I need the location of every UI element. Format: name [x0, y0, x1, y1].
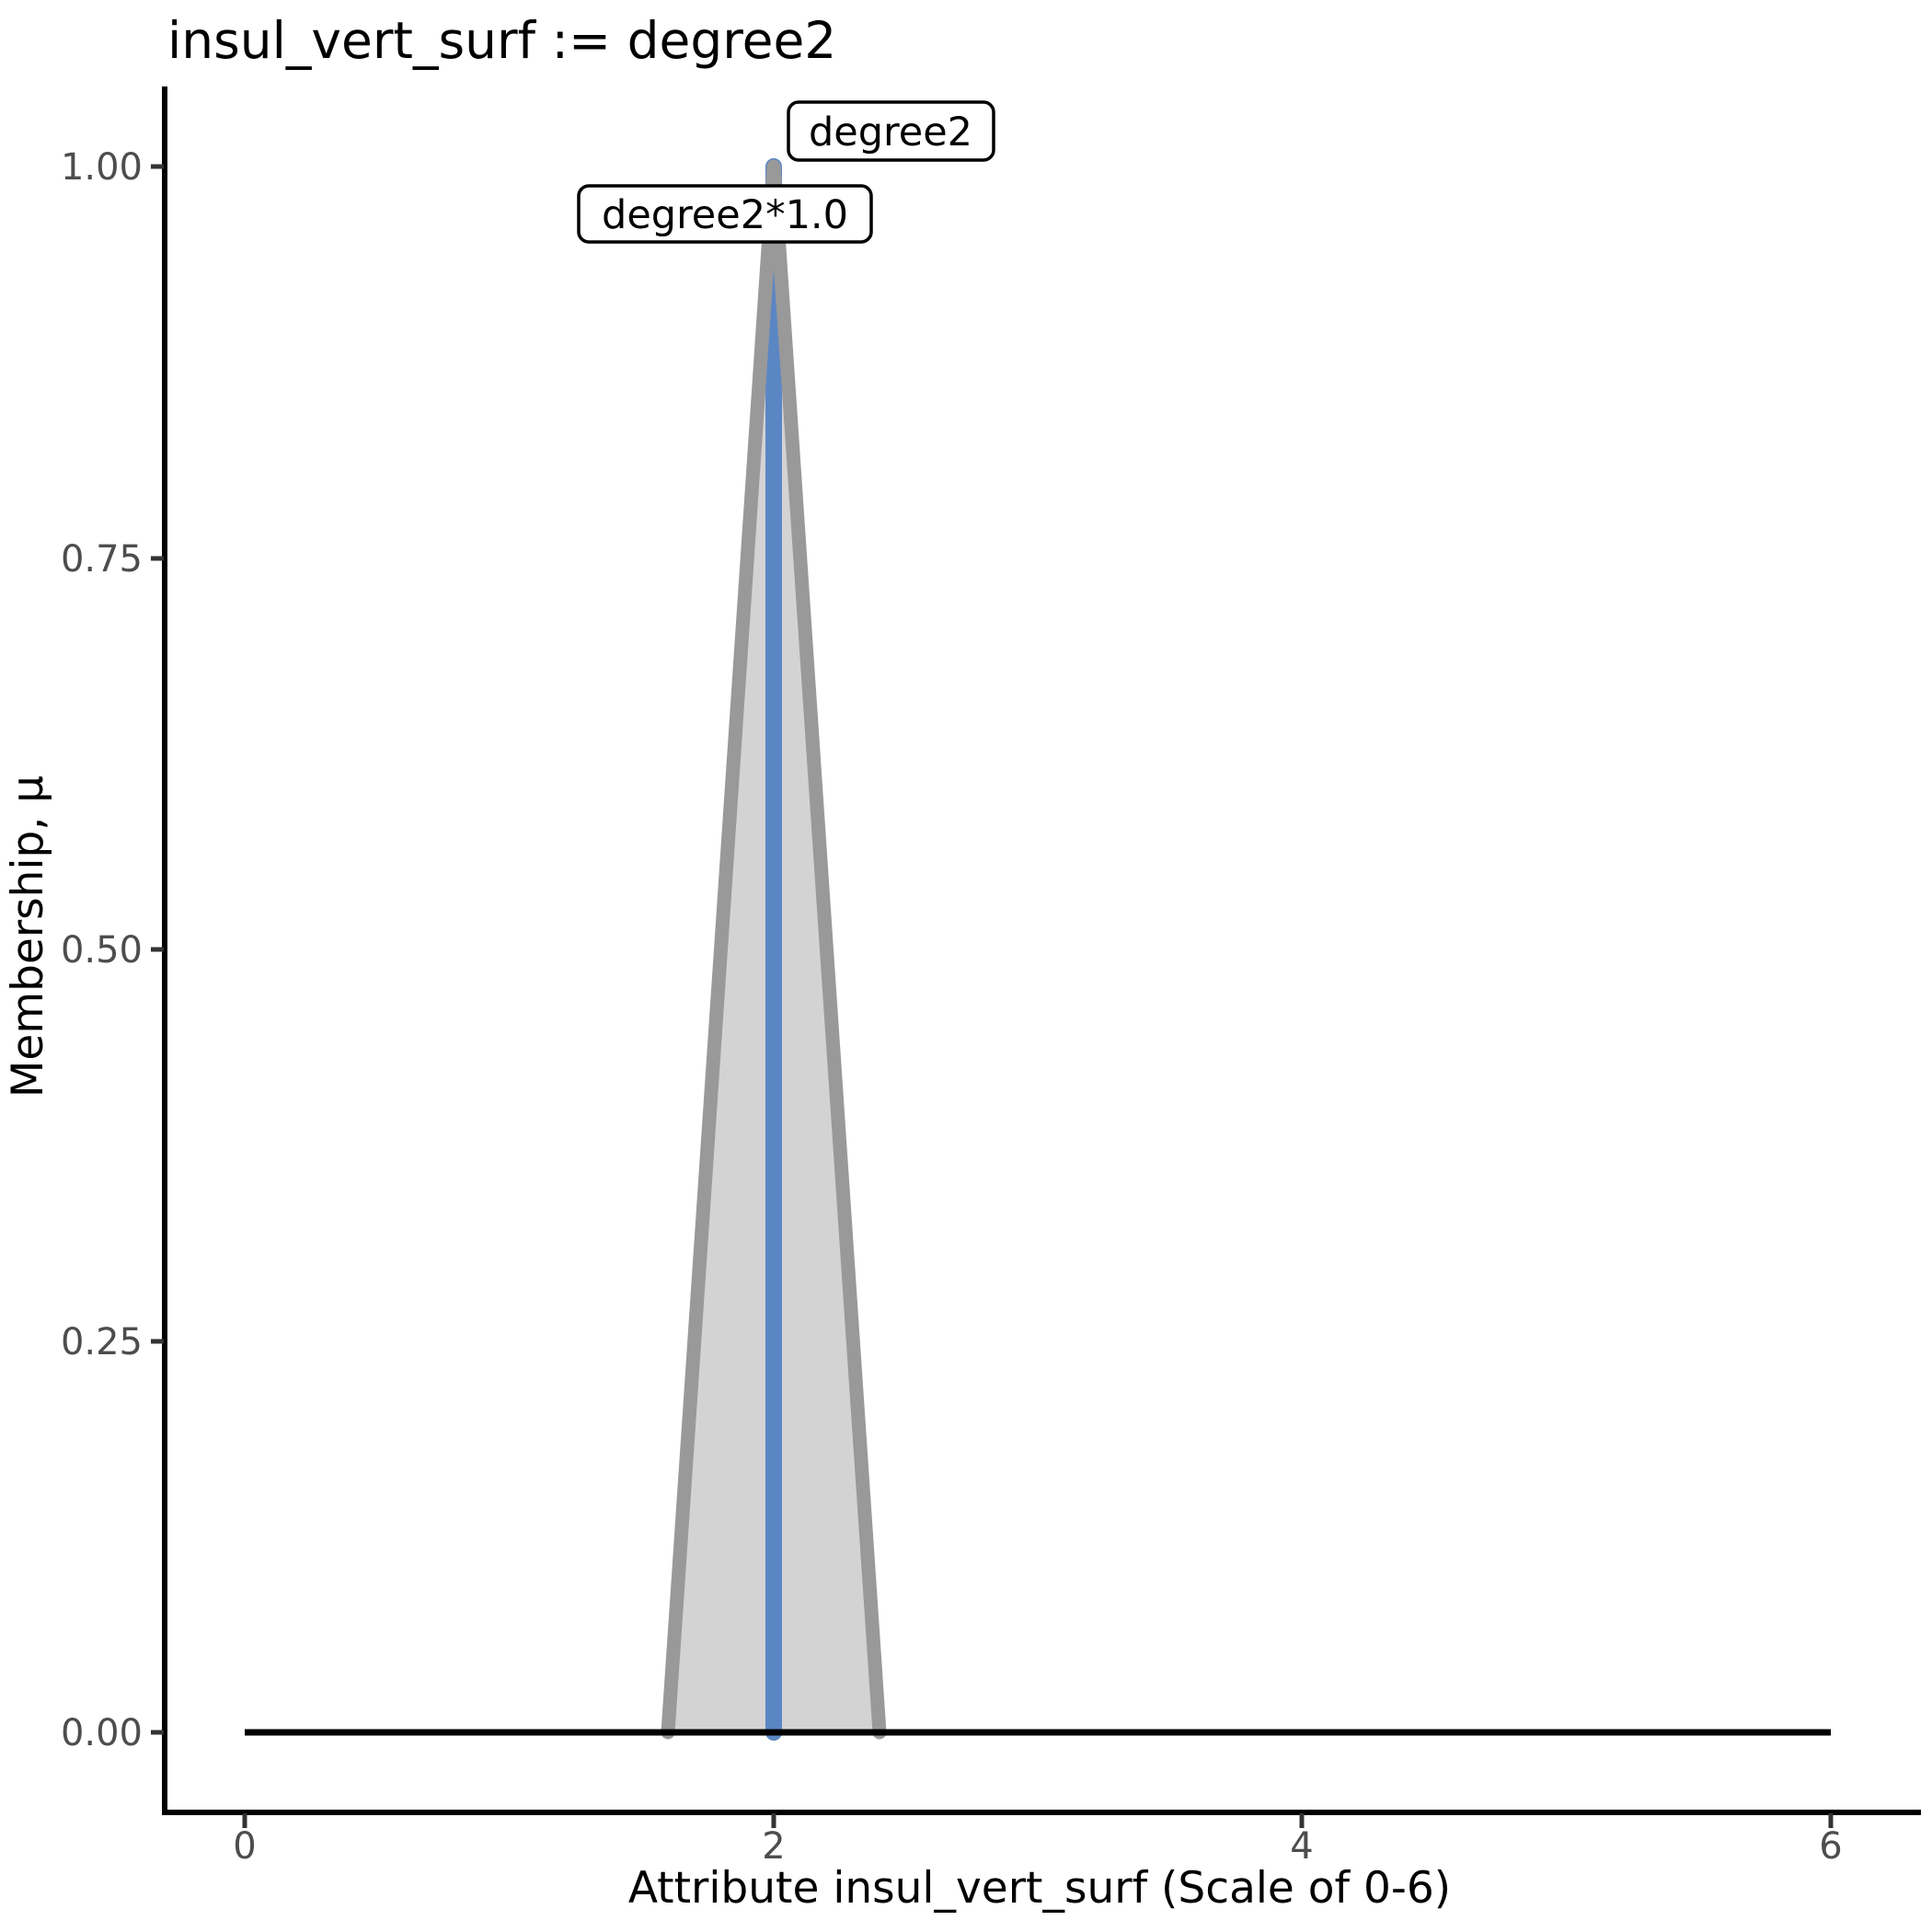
- x-tick-label-2: 2: [762, 1825, 785, 1868]
- chart-title: insul_vert_surf := degree2: [167, 11, 836, 70]
- annotation-degree2: degree2: [787, 100, 995, 162]
- x-tick-label-4: 4: [1290, 1825, 1313, 1868]
- y-tick-label-0.00: 0.00: [61, 1712, 143, 1754]
- annotation-degree2-box: [787, 100, 995, 162]
- y-tick-label-0.50: 0.50: [61, 929, 143, 972]
- annotation-degree2-scaled-label: degree2*1.0: [602, 192, 848, 238]
- annotation-degree2-scaled-box: [577, 184, 873, 244]
- y-axis-title: Membership, μ: [3, 776, 53, 1098]
- membership-triangle-outline: [661, 159, 887, 1740]
- annotation-degree2-label: degree2: [809, 109, 972, 155]
- x-tick-label-0: 0: [233, 1825, 256, 1868]
- y-tick-label-0.75: 0.75: [61, 538, 143, 581]
- y-tick-label-0.25: 0.25: [61, 1321, 143, 1363]
- annotation-degree2-scaled: degree2*1.0: [577, 184, 873, 244]
- y-tick-label-1.00: 1.00: [61, 146, 143, 189]
- x-axis-title: Attribute insul_vert_surf (Scale of 0-6): [628, 1863, 1451, 1914]
- x-tick-label-6: 6: [1819, 1825, 1842, 1868]
